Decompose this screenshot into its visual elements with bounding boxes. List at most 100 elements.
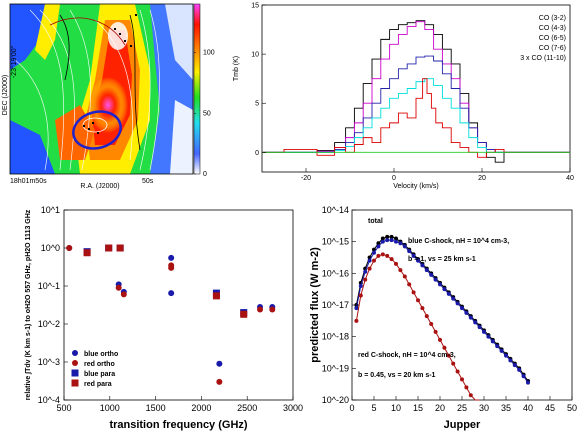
flux-ytick-label: 10^-15 (322, 237, 349, 247)
flux-point (398, 241, 403, 246)
flux-point (460, 377, 464, 382)
flux-point (376, 241, 381, 246)
flux-point (380, 252, 385, 257)
flux-point (389, 238, 394, 243)
scatter-point (168, 264, 175, 271)
flux-point (367, 266, 372, 271)
colorbar-tick-label: 0 (203, 171, 207, 178)
scatter-point (168, 290, 175, 297)
flux-ytick-label: 10^-17 (322, 300, 349, 310)
scatter-point (120, 291, 127, 298)
flux-annotation: total (368, 218, 383, 225)
flux-point (433, 329, 438, 334)
spectra-legend-entry: 3 x CO (11-10) (520, 55, 566, 62)
flux-xtick-label: 25 (457, 403, 467, 413)
flux-point (363, 269, 368, 274)
flux-point (446, 353, 451, 358)
flux-point (482, 329, 486, 334)
flux-ylabel: predicted flux (W m-2) (309, 247, 321, 363)
flux-point (424, 268, 429, 273)
flux-point (358, 284, 363, 288)
spectra-legend-entry: CO (7-6) (539, 45, 566, 52)
scatter-xtick-label: 1500 (146, 403, 166, 413)
flux-point (394, 236, 398, 241)
flux-point (495, 344, 500, 349)
scatter-xtick-label: 2000 (191, 403, 211, 413)
flux-point (464, 310, 469, 315)
colorbar-tick-label: 100 (203, 50, 215, 57)
flux-line (355, 236, 529, 382)
scatter-ytick-label: 10^1 (41, 205, 60, 215)
scatter-point (105, 244, 113, 252)
scatter-legend-label: blue para (84, 371, 115, 378)
flux-point (424, 314, 429, 319)
scatter-legend-marker (71, 369, 79, 377)
spectra-ytick-label: 5 (255, 101, 259, 108)
flux-point (473, 320, 478, 325)
scatter-plot-area (63, 209, 294, 401)
flux-point (376, 244, 381, 249)
flux-point (433, 277, 438, 282)
flux-line (355, 239, 529, 383)
scatter-point (115, 284, 122, 291)
flux-xtick-label: 30 (479, 403, 489, 413)
spectra-legend-entry: CO (4-3) (539, 25, 566, 32)
spectra-ytick-label: 15 (251, 3, 259, 10)
spectra-xtick-label: 40 (566, 175, 574, 182)
scatter-ylabel: relative ∫Tdv (K km s-1) to oH2O 557 GHz… (25, 209, 32, 400)
scatter-point (269, 306, 276, 313)
flux-point (446, 291, 451, 296)
scatter-ytick-label: 10^-4 (38, 395, 60, 405)
flux-point (385, 234, 390, 239)
spectra-legend-entry: CO (6-5) (539, 35, 566, 42)
flux-point (420, 306, 425, 311)
flux-point (486, 334, 491, 339)
scatter-xtick-label: 2500 (237, 403, 257, 413)
flux-xtick-label: 0 (349, 403, 354, 413)
flux-point (512, 363, 517, 368)
flux-point (455, 369, 460, 374)
flux-point (451, 361, 456, 366)
spectrum-line (262, 78, 570, 158)
flux-point (407, 282, 412, 287)
flux-point (517, 367, 522, 372)
flux-point (429, 322, 434, 326)
flux-point (358, 293, 363, 298)
flux-point (438, 337, 442, 342)
flux-ytick-label: 10^-20 (322, 395, 349, 405)
flux-point (385, 253, 390, 258)
flux-xtick-label: 50 (567, 403, 577, 413)
flux-point (372, 250, 376, 255)
flux-annotation: b = 1, vs = 25 km s-1 (408, 256, 476, 263)
scatter-ytick-label: 10^0 (41, 243, 60, 253)
flux-xtick-label: 15 (413, 403, 423, 413)
map-xtick-label: 18h01m50s (10, 178, 47, 185)
flux-point (380, 236, 385, 241)
flux-point (372, 258, 376, 263)
scatter-legend-marker (72, 350, 78, 356)
flux-xlabel: Jupper (444, 419, 481, 431)
scatter-xtick-label: 1000 (100, 403, 120, 413)
flux-point (455, 301, 460, 306)
scatter-point (66, 245, 73, 251)
flux-point (394, 261, 398, 266)
flux-point (380, 239, 385, 244)
scatter-point (216, 360, 223, 367)
scatter-xtick-label: 3000 (283, 403, 303, 413)
scatter-legend-marker (72, 360, 78, 366)
flux-point (499, 348, 504, 353)
flux-point (394, 239, 398, 244)
scatter-legend-label: red ortho (84, 361, 115, 368)
map-xlabel: R.A. (J2000) (80, 183, 119, 190)
scatter-xlabel: transition frequency (GHz) (109, 419, 247, 431)
colorbar (193, 3, 201, 175)
scatter-point (216, 378, 223, 385)
flux-point (402, 274, 407, 279)
flux-point (442, 345, 447, 350)
scatter-ytick-label: 10^-3 (38, 357, 60, 367)
map-ylabel: DEC (J2000) (2, 75, 9, 115)
flux-xtick-label: 20 (435, 403, 445, 413)
spectrum-line (262, 20, 570, 163)
flux-annotation: blue C-shock, nH = 10^4 cm-3, (408, 237, 509, 245)
